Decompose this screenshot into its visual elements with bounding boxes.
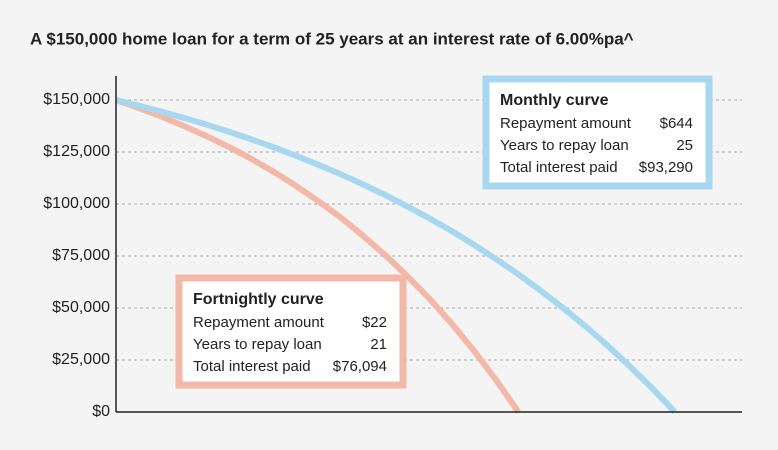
y-tick-label: $50,000 — [52, 299, 110, 316]
legend-title: Monthly curve — [500, 92, 609, 109]
legend-row-value: 21 — [370, 336, 387, 353]
legend-boxes: Monthly curve Repayment amount $644 Years t… — [175, 75, 713, 389]
legend-box — [482, 75, 713, 190]
legend-row-label: Years to repay loan — [193, 336, 322, 353]
legend-row-label: Years to repay loan — [500, 137, 629, 154]
lines — [115, 97, 678, 415]
y-tick-label: $100,000 — [43, 195, 110, 212]
legend-box — [175, 274, 407, 389]
legend-title: Fortnightly curve — [193, 291, 324, 308]
legend-row-label: Total interest paid — [500, 159, 618, 176]
legend-row-value: $93,290 — [639, 159, 693, 176]
legend-row-label: Repayment amount — [193, 314, 325, 331]
legend-row-value: $76,094 — [333, 358, 387, 375]
legend-row-label: Total interest paid — [193, 358, 311, 375]
series-line — [115, 97, 521, 414]
series-line — [115, 97, 678, 415]
legend-row-value: $644 — [660, 115, 693, 132]
y-tick-label: $75,000 — [52, 247, 110, 264]
legend-row-value: $22 — [362, 314, 387, 331]
y-tick-label: $150,000 — [43, 91, 110, 108]
y-tick-label: $125,000 — [43, 143, 110, 160]
y-tick-label: $25,000 — [52, 351, 110, 368]
chart-title: A $150,000 home loan for a term of 25 ye… — [30, 29, 634, 48]
legend-row-label: Repayment amount — [500, 115, 632, 132]
y-tick-label: $0 — [92, 403, 110, 420]
legend-row-value: 25 — [676, 137, 693, 154]
